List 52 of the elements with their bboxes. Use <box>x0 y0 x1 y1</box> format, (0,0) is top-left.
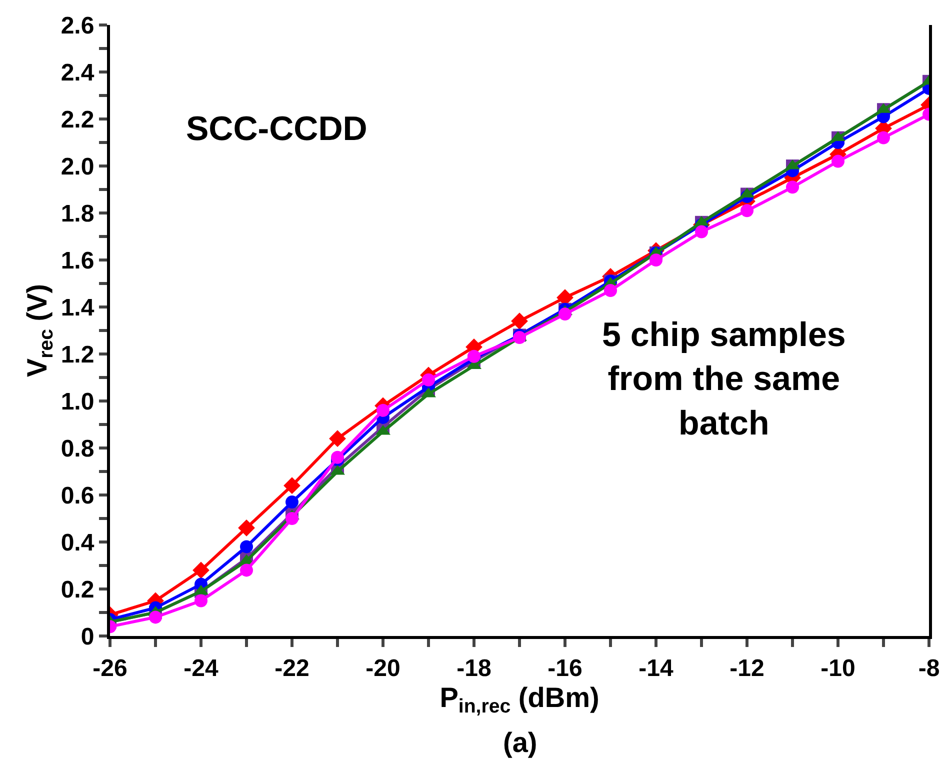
y-tick-label: 0.4 <box>60 529 95 556</box>
point <box>832 154 844 168</box>
x-tick-label: -8 <box>918 654 940 682</box>
point <box>740 204 754 218</box>
point <box>240 540 253 554</box>
y-tick-label: 0.6 <box>60 482 94 510</box>
point <box>376 404 390 417</box>
text: (a) <box>503 727 538 758</box>
point <box>650 254 662 266</box>
y-tick-label: 1.8 <box>60 200 94 228</box>
point <box>604 284 617 298</box>
x-tick-label: -24 <box>184 654 219 682</box>
y-tick-label: 0.2 <box>60 576 94 604</box>
y-tick-label: 2.2 <box>60 106 94 134</box>
point <box>194 594 208 608</box>
y-tick-label: 1.6 <box>60 247 94 274</box>
x-tick-label: -20 <box>366 654 400 682</box>
point <box>786 180 799 194</box>
point <box>238 519 255 536</box>
y-tick-label: 1.4 <box>60 294 95 322</box>
point <box>331 450 344 464</box>
y-tick-label: 0.8 <box>60 435 94 462</box>
point <box>284 477 300 494</box>
point <box>558 308 572 321</box>
point <box>192 562 210 579</box>
y-tick-label: 2.6 <box>60 12 94 40</box>
point <box>422 373 435 386</box>
point <box>149 610 162 624</box>
y-tick-label: 1.2 <box>60 341 94 368</box>
x-tick-label: -14 <box>638 654 674 682</box>
x-tick-label: -18 <box>456 654 492 682</box>
point <box>511 312 528 330</box>
x-tick-label: -16 <box>548 654 582 682</box>
x-tick-label: -12 <box>730 654 764 682</box>
annotation: 5 chip samples from the same batch <box>602 316 846 442</box>
point <box>468 350 480 363</box>
y-tick-label: 2.4 <box>60 59 95 86</box>
y-tick-label: 1.0 <box>60 388 94 416</box>
x-tick-label: -10 <box>820 654 856 682</box>
point <box>286 512 298 525</box>
y-tick-label: 0 <box>80 623 94 650</box>
point <box>695 225 708 238</box>
point <box>877 131 890 144</box>
y-tick-label: 2.0 <box>60 153 94 180</box>
point <box>286 496 298 509</box>
point <box>329 430 346 448</box>
point <box>513 331 526 344</box>
x-axis-title: P$_{in,rec}$ (dBm) <box>440 682 600 718</box>
point <box>240 564 253 577</box>
x-tick-label: -26 <box>92 654 128 682</box>
x-tick-label: -22 <box>274 654 310 682</box>
annotation: SCC-CCDD <box>186 110 368 148</box>
